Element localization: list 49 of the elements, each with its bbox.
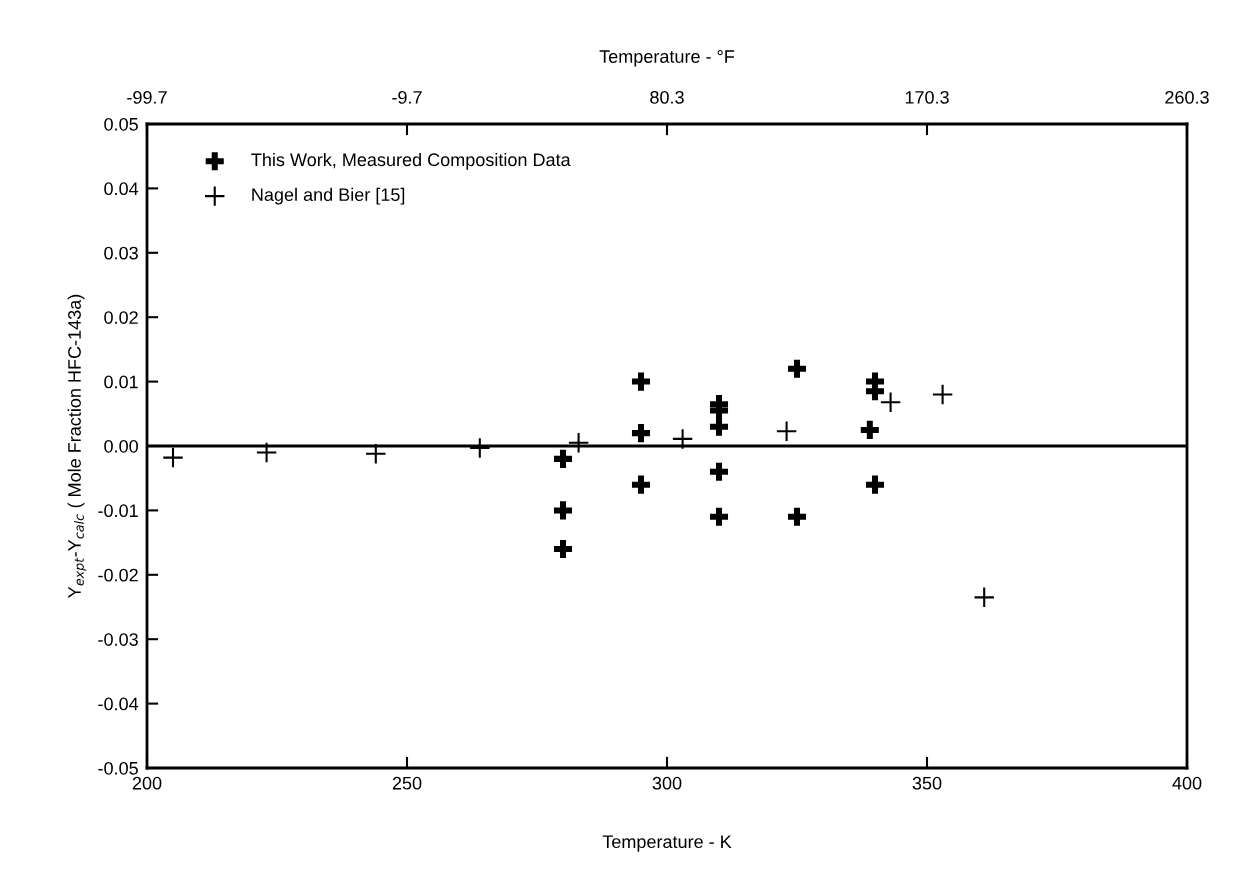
- y-axis-title: Y$_{expt}$-Y$_{calc}$ ( Mole Fraction HFC-143a): [67, 294, 87, 598]
- y-tick-label: 0.03: [104, 246, 138, 260]
- point: [671, 428, 694, 450]
- y-tick-label: -0.05: [98, 761, 138, 775]
- x-tick-label: 250: [392, 776, 422, 790]
- legend-label: Nagel and Bier [15]: [252, 187, 405, 205]
- point: [931, 383, 954, 406]
- point: [553, 501, 573, 520]
- x-tick-label: 350: [912, 776, 942, 790]
- x-tick-label: 400: [1172, 776, 1202, 790]
- y-tick-label: 0.01: [104, 375, 138, 389]
- point: [469, 437, 491, 459]
- point: [865, 475, 885, 494]
- y-tick-label: 0.02: [104, 311, 138, 324]
- x2-tick-label: 80.3: [650, 90, 684, 104]
- x-axis-title: Temperature - K: [602, 835, 732, 852]
- point: [553, 449, 573, 468]
- point: [787, 359, 807, 378]
- point: [631, 475, 651, 494]
- point: [631, 372, 651, 391]
- point: [787, 507, 807, 526]
- legend-label: This Work, Measured Composition Data: [251, 152, 571, 170]
- point: [365, 442, 387, 465]
- y-tick-label: 0.04: [104, 182, 139, 196]
- y-tick-label: -0.02: [98, 568, 138, 582]
- point: [973, 586, 995, 609]
- y-tick-label: -0.04: [98, 697, 139, 711]
- y-tick-label: 0.00: [104, 439, 138, 453]
- y-tick-label: 0.05: [104, 117, 138, 131]
- x2-tick-label: 260.3: [1165, 90, 1209, 104]
- point: [709, 462, 729, 481]
- point: [775, 420, 798, 442]
- x-tick-label: 300: [652, 776, 682, 790]
- point: [631, 424, 651, 443]
- y-tick-label: -0.01: [98, 504, 138, 518]
- x2-tick-label: -99.7: [127, 90, 167, 104]
- point: [567, 432, 590, 454]
- point: [709, 417, 729, 436]
- x2-axis-title: Temperature - °F: [599, 50, 735, 67]
- x2-tick-label: -9.7: [392, 90, 422, 104]
- x-tick-label: 200: [132, 776, 162, 790]
- point: [879, 391, 902, 413]
- x2-tick-label: 170.3: [905, 90, 949, 104]
- y-tick-label: -0.03: [98, 633, 138, 646]
- point: [709, 507, 729, 526]
- point: [860, 420, 879, 439]
- point: [162, 446, 184, 469]
- point: [553, 540, 573, 559]
- point: [255, 441, 278, 464]
